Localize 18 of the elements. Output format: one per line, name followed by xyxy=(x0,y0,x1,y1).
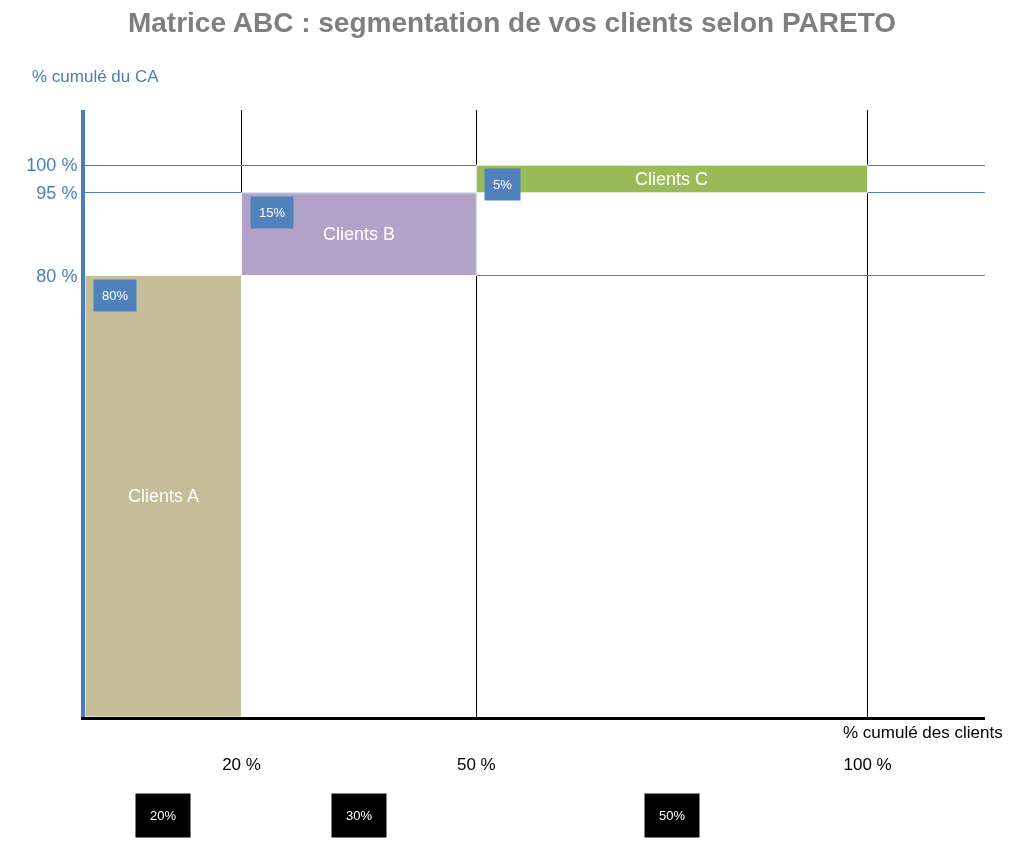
x-axis-title: % cumulé des clients xyxy=(843,723,1003,742)
category-label: Clients A xyxy=(128,486,200,506)
data-label: 5% xyxy=(493,177,513,192)
category-label: Clients C xyxy=(635,169,709,189)
x-tick-label: 20 % xyxy=(222,755,261,775)
x-tick-label: 50 % xyxy=(456,755,496,775)
y-tick-label: 95 % xyxy=(36,183,78,204)
data-label: 80% xyxy=(102,288,129,303)
chart-title: Matrice ABC : segmentation de vos clients selon PARETO xyxy=(127,7,897,39)
y-tick-label: 100 % xyxy=(26,155,78,176)
y-tick-label: 80 % xyxy=(36,265,78,286)
text: 50% xyxy=(659,808,686,823)
y-axis-title: % cumulé du CA xyxy=(32,67,160,86)
text: 30% xyxy=(346,808,373,823)
data-label: 15% xyxy=(259,205,286,220)
category-label: Clients B xyxy=(323,224,396,244)
x-tick-label: 100 % xyxy=(843,755,892,775)
text: 20% xyxy=(150,808,177,823)
